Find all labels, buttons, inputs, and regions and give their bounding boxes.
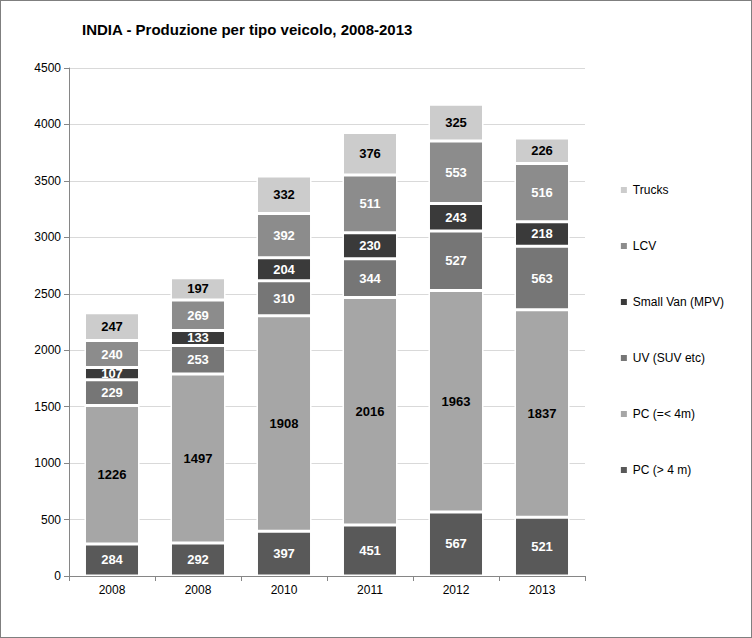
svg-text:2010: 2010 [271,583,298,597]
svg-text:511: 511 [360,196,381,211]
svg-text:284: 284 [101,552,123,567]
svg-text:2016: 2016 [356,404,385,419]
svg-text:563: 563 [531,271,553,286]
svg-text:107: 107 [101,366,123,381]
svg-text:325: 325 [445,115,467,130]
svg-text:226: 226 [531,143,553,158]
svg-text:527: 527 [445,253,467,268]
svg-text:2000: 2000 [34,343,61,357]
svg-text:1963: 1963 [442,394,471,409]
svg-text:229: 229 [101,385,123,400]
svg-text:PC (=< 4m): PC (=< 4m) [633,407,695,421]
svg-text:4000: 4000 [34,117,61,131]
svg-text:243: 243 [445,210,467,225]
svg-text:397: 397 [273,546,295,561]
svg-text:567: 567 [445,536,467,551]
svg-text:292: 292 [187,552,209,567]
svg-text:2500: 2500 [34,287,61,301]
svg-text:4500: 4500 [34,61,61,75]
svg-text:3500: 3500 [34,174,61,188]
svg-text:Trucks: Trucks [633,183,669,197]
svg-text:1837: 1837 [528,406,557,421]
svg-text:PC (> 4 m): PC (> 4 m) [633,463,691,477]
svg-text:376: 376 [359,146,381,161]
svg-text:392: 392 [273,228,295,243]
svg-text:1226: 1226 [98,467,127,482]
svg-text:Small Van (MPV): Small Van (MPV) [633,295,724,309]
svg-text:1500: 1500 [34,400,61,414]
svg-text:UV (SUV etc): UV (SUV etc) [633,351,705,365]
svg-text:2012: 2012 [443,583,470,597]
svg-text:451: 451 [359,543,381,558]
svg-text:240: 240 [101,347,123,362]
svg-text:133: 133 [187,330,209,345]
svg-text:0: 0 [54,569,61,583]
svg-text:2011: 2011 [357,583,383,597]
svg-text:197: 197 [187,281,209,296]
svg-text:1908: 1908 [270,416,299,431]
svg-text:269: 269 [187,308,209,323]
svg-text:2013: 2013 [529,583,556,597]
svg-text:LCV: LCV [633,239,656,253]
svg-text:500: 500 [41,513,61,527]
svg-text:253: 253 [187,352,209,367]
svg-text:1000: 1000 [34,456,61,470]
svg-text:218: 218 [531,226,553,241]
svg-text:247: 247 [101,319,123,334]
svg-text:204: 204 [273,262,295,277]
svg-text:INDIA - Produzione per tipo ve: INDIA - Produzione per tipo veicolo, 200… [82,21,412,38]
svg-text:1497: 1497 [184,451,213,466]
svg-text:230: 230 [359,238,381,253]
svg-text:310: 310 [273,291,295,306]
svg-text:521: 521 [531,539,553,554]
svg-text:2008: 2008 [185,583,212,597]
svg-text:344: 344 [359,271,381,286]
svg-text:516: 516 [531,185,553,200]
svg-text:2008: 2008 [99,583,126,597]
svg-text:553: 553 [445,165,467,180]
svg-text:3000: 3000 [34,230,61,244]
svg-text:332: 332 [273,187,295,202]
